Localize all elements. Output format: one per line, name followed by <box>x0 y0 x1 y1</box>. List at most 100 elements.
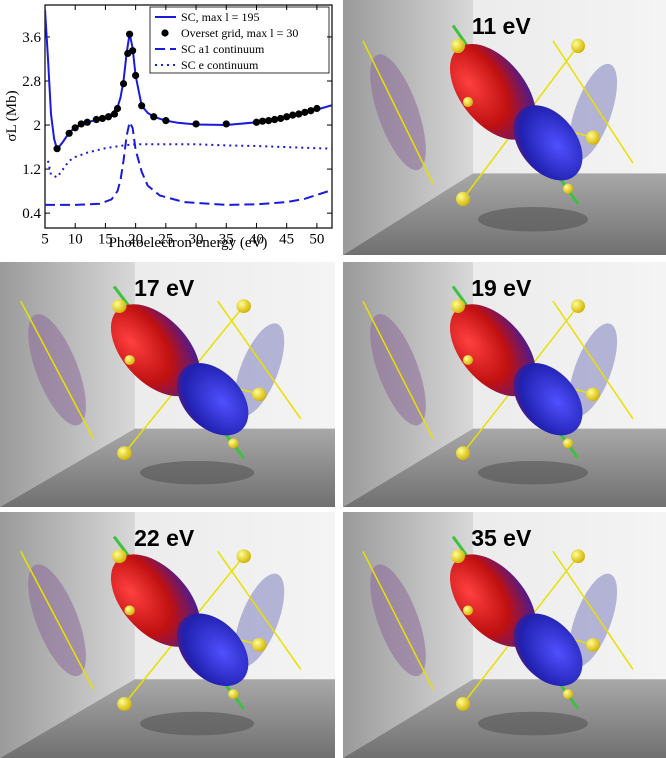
lobe-upper <box>449 304 537 397</box>
panel-label: 22 eV <box>134 525 195 551</box>
data-point <box>77 120 85 128</box>
y-axis-label: σL (Mb) <box>4 90 20 141</box>
atom <box>563 183 573 194</box>
atom <box>463 605 473 616</box>
atom <box>112 299 127 313</box>
shadow <box>140 711 255 736</box>
axis-rod <box>20 551 95 690</box>
atom <box>228 689 239 699</box>
atom <box>252 387 267 402</box>
legend-marker <box>161 29 169 37</box>
plot-frame <box>44 4 333 229</box>
atom <box>586 387 600 402</box>
atom <box>456 191 470 207</box>
x-tick-label: 45 <box>279 232 294 248</box>
legend-label: Overset grid, max l = 30 <box>181 26 298 40</box>
back-proj <box>568 323 618 417</box>
legend-label: SC, max l = 195 <box>181 10 259 24</box>
atom <box>236 549 251 564</box>
data-point <box>104 113 113 121</box>
x-tick-label: 25 <box>158 232 173 248</box>
data-point <box>138 102 146 110</box>
y-tick-label: 2 <box>34 118 42 134</box>
data-point <box>129 47 137 55</box>
lobe-lower <box>176 363 249 436</box>
data-point <box>132 71 140 80</box>
data-point <box>125 30 134 38</box>
render-panel <box>343 262 666 507</box>
atom <box>228 438 239 449</box>
x-tick-label: 5 <box>41 232 49 248</box>
x-tick-label: 10 <box>68 232 83 248</box>
atom <box>563 438 573 449</box>
data-point <box>283 113 291 121</box>
data-point <box>71 124 79 132</box>
atom <box>112 549 127 564</box>
atom <box>117 446 132 460</box>
panel-label: 35 eV <box>471 525 532 551</box>
data-point <box>307 107 315 115</box>
data-point <box>83 118 91 126</box>
back-proj <box>234 323 285 417</box>
atom <box>451 299 465 313</box>
x-tick-label: 30 <box>189 232 204 248</box>
data-point <box>295 110 303 118</box>
axis-rod <box>362 551 434 690</box>
atom <box>456 696 470 711</box>
atom <box>571 299 585 313</box>
lobe-lower <box>513 613 583 687</box>
legend-label: SC a1 continuum <box>181 42 265 56</box>
atom <box>571 38 585 54</box>
x-tick-label: 35 <box>219 232 234 248</box>
render-panel <box>343 0 666 255</box>
x-tick-label: 20 <box>128 232 143 248</box>
atom <box>252 637 267 652</box>
shadow <box>478 460 588 485</box>
shadow <box>478 711 588 736</box>
data-point <box>53 145 61 153</box>
back-proj <box>568 573 618 667</box>
data-point <box>222 120 230 128</box>
y-tick-label: 2.8 <box>22 74 41 90</box>
atom <box>456 446 470 460</box>
render-panel <box>343 512 666 758</box>
lobe-lower <box>513 105 583 181</box>
atom <box>463 355 473 365</box>
y-tick-label: 1.2 <box>22 162 41 178</box>
panel-label: 19 eV <box>471 275 532 301</box>
back-proj <box>234 573 285 667</box>
data-point <box>162 117 170 125</box>
series-line <box>45 9 332 152</box>
lobe-lower <box>176 613 249 687</box>
y-tick-label: 3.6 <box>22 30 41 46</box>
render-panel <box>0 512 335 758</box>
data-point <box>277 114 285 123</box>
legend-box <box>149 6 330 74</box>
y-tick-label: 0.4 <box>22 206 41 222</box>
data-point <box>258 117 267 125</box>
atom <box>117 696 132 711</box>
x-tick-label: 40 <box>249 232 264 248</box>
atom <box>586 637 600 652</box>
data-point <box>150 113 158 121</box>
panel-label: 11 eV <box>472 13 531 39</box>
x-tick-label: 15 <box>98 232 113 248</box>
atom <box>586 130 600 145</box>
data-point <box>313 104 321 113</box>
data-point <box>119 80 128 88</box>
atom <box>124 605 135 616</box>
data-point <box>264 117 273 125</box>
legend-label: SC e continuum <box>181 58 259 72</box>
series-line <box>47 143 332 179</box>
atom <box>236 299 251 313</box>
lobe-upper <box>449 43 537 140</box>
axis-rod <box>362 300 434 439</box>
lobe-lower <box>513 363 583 436</box>
panel-label: 17 eV <box>134 275 195 301</box>
atom <box>563 689 573 699</box>
atom <box>451 38 465 54</box>
x-axis-label: Photoelectron energy (eV) <box>109 235 268 251</box>
shadow <box>478 207 588 232</box>
